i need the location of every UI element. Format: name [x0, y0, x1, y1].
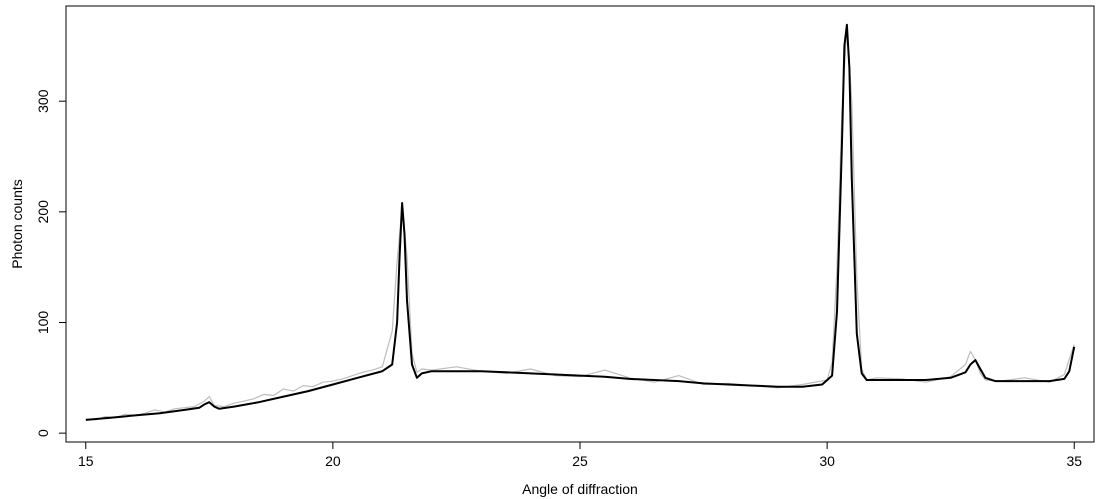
x-axis: 15 20 25 30 35 — [78, 442, 1082, 469]
y-tick-label: 100 — [35, 311, 51, 335]
x-tick-label: 30 — [819, 453, 835, 469]
y-axis: 0 100 200 300 — [35, 89, 66, 437]
observed-series — [85, 25, 1075, 421]
x-tick-label: 25 — [572, 453, 588, 469]
y-tick-label: 300 — [35, 89, 51, 113]
observed-series-line — [85, 25, 1075, 421]
x-tick-label: 15 — [78, 453, 94, 469]
y-axis-title: Photon counts — [9, 179, 25, 269]
y-tick-label: 200 — [35, 200, 51, 224]
y-tick-label: 0 — [35, 429, 51, 437]
fit-series — [85, 23, 1076, 421]
fit-series-line — [85, 23, 1076, 421]
x-tick-label: 35 — [1066, 453, 1082, 469]
x-axis-title: Angle of diffraction — [522, 481, 638, 497]
x-tick-label: 20 — [325, 453, 341, 469]
